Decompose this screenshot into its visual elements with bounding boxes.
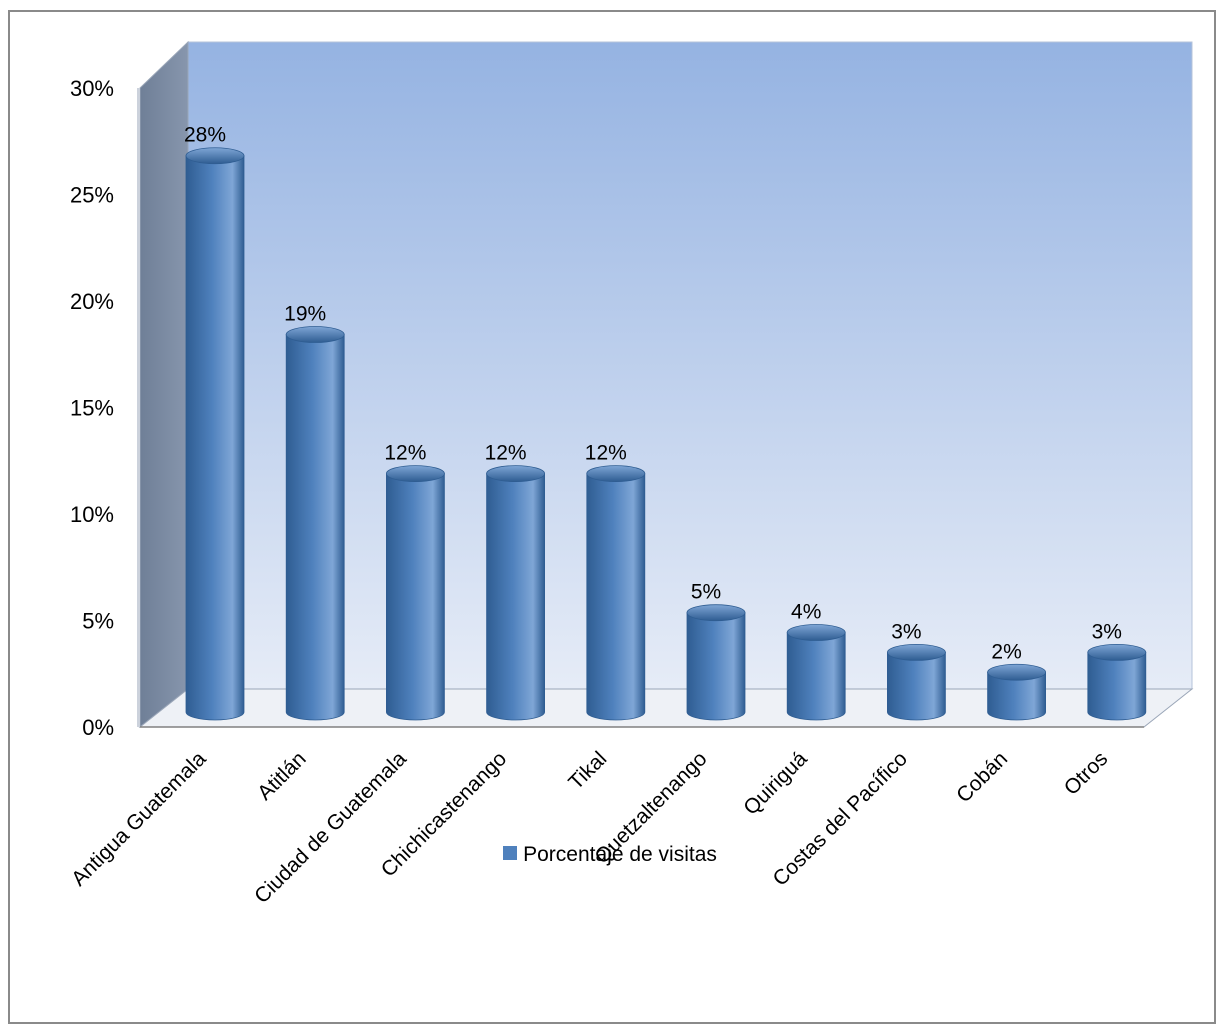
y-tick-label: 20% <box>70 289 114 314</box>
bar-body <box>686 612 746 721</box>
data-label: 5% <box>691 581 721 604</box>
side-wall <box>139 40 189 729</box>
bar-body <box>486 473 545 721</box>
category-label: Otros <box>1060 747 1113 800</box>
data-label: 12% <box>384 442 426 465</box>
data-label: 12% <box>585 442 627 465</box>
y-tick-label: 30% <box>70 76 114 101</box>
legend: Porcentaje de visitas <box>0 843 1220 867</box>
bar-body <box>185 155 245 721</box>
data-label: 3% <box>891 620 921 643</box>
y-tick-label: 10% <box>70 502 114 527</box>
bar-body <box>1087 652 1147 721</box>
bar-body <box>386 473 445 721</box>
bar-body <box>887 652 946 721</box>
y-tick-label: 25% <box>70 183 114 208</box>
bar-cap <box>285 326 345 343</box>
data-label: 12% <box>485 442 527 465</box>
data-label: 28% <box>184 124 226 147</box>
y-tick-label: 15% <box>70 396 114 421</box>
category-label: Atitlán <box>253 747 311 805</box>
bar-cap <box>185 147 245 165</box>
bar-cap <box>486 465 545 483</box>
legend-label: Porcentaje de visitas <box>523 843 717 866</box>
bar-cap <box>686 604 746 622</box>
category-label: Antigua Guatemala <box>67 747 211 891</box>
bar-cap <box>987 663 1046 681</box>
y-tick-label: 0% <box>82 715 114 740</box>
back-wall <box>187 41 1193 690</box>
data-label: 4% <box>791 601 821 624</box>
data-label: 19% <box>284 303 326 326</box>
y-tick-label: 5% <box>82 609 114 634</box>
data-label: 3% <box>1092 620 1122 643</box>
bar-body <box>987 671 1046 721</box>
category-label: Cobán <box>952 747 1012 807</box>
bar-body <box>786 632 846 721</box>
bar-cap <box>385 465 445 483</box>
bar-body <box>586 473 646 721</box>
legend-swatch <box>503 846 518 861</box>
bar-cap <box>887 644 946 661</box>
category-label: Tikal <box>564 747 611 794</box>
bar-body <box>285 334 345 721</box>
category-label: Quiriguá <box>739 747 812 820</box>
bar-cap <box>586 465 646 483</box>
data-label: 2% <box>991 640 1021 663</box>
bar-cap <box>1087 644 1147 661</box>
bar-cap <box>786 624 846 641</box>
